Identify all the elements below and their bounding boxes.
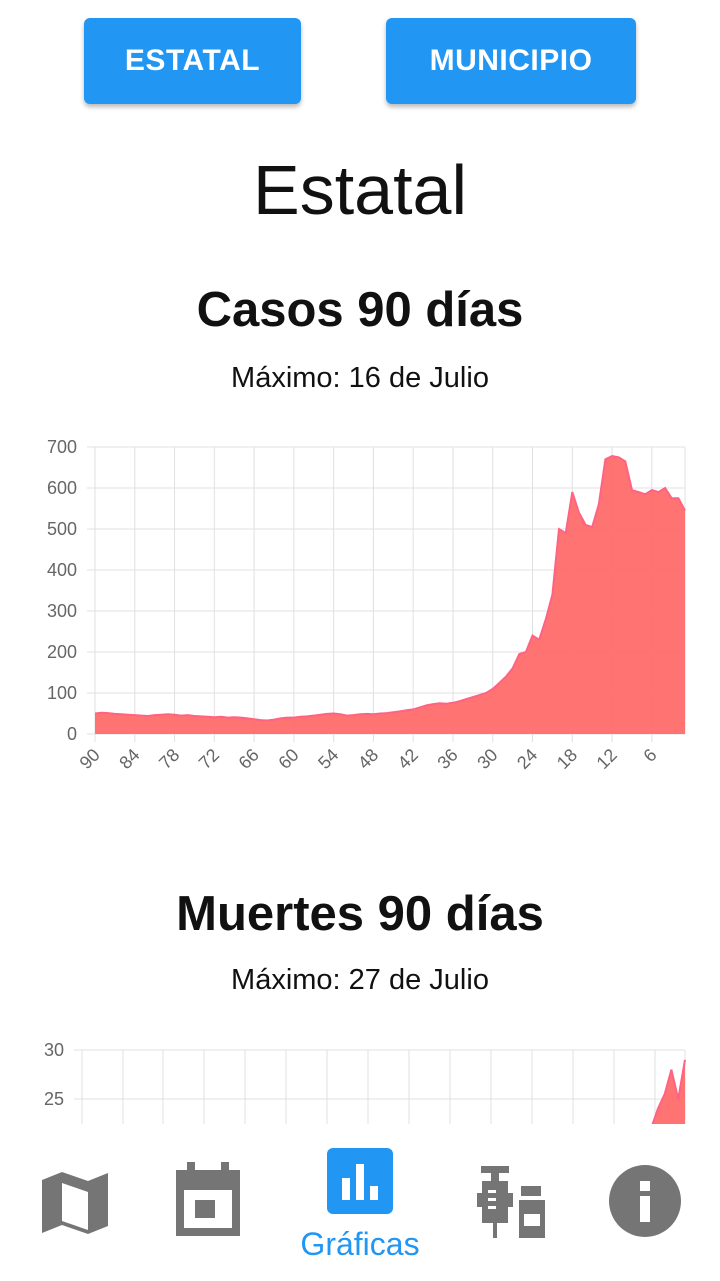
y-tick-label: 700 (47, 437, 77, 457)
x-tick-label: 72 (195, 745, 223, 773)
cases-line (94, 454, 686, 722)
y-tick-label: 25 (44, 1089, 64, 1109)
vaccine-icon (477, 1166, 545, 1238)
x-tick-label: 84 (115, 745, 143, 773)
x-tick-label: 42 (394, 745, 422, 773)
x-tick-label: 78 (155, 745, 183, 773)
x-tick-label: 24 (513, 745, 541, 773)
deaths-chart: 25 30 (44, 1040, 686, 1124)
x-tick-label: 90 (76, 745, 104, 773)
y-tick-label: 300 (47, 601, 77, 621)
nav-item-calendar[interactable] (165, 1124, 255, 1281)
cases-chart: 90 84 78 72 66 60 54 48 42 36 30 24 18 12 601002003004… (47, 437, 686, 773)
y-tick-label: 200 (47, 642, 77, 662)
x-tick-label: 6 (639, 745, 660, 766)
x-tick-label: 66 (235, 745, 263, 773)
y-tick-label: 0 (67, 724, 77, 744)
nav-label-charts: Gráficas (300, 1226, 420, 1262)
page-title: Estatal (253, 151, 467, 229)
deaths-chart-title: Muertes 90 días (176, 887, 544, 941)
estatal-button[interactable]: ESTATAL (84, 18, 301, 104)
y-tick-label: 100 (47, 683, 77, 703)
cases-chart-subtitle: Máximo: 16 de Julio (231, 362, 489, 394)
cases-area (95, 456, 685, 734)
nav-item-info[interactable] (600, 1124, 690, 1281)
municipio-button[interactable]: MUNICIPIO (386, 18, 636, 104)
nav-item-map[interactable] (30, 1124, 120, 1281)
y-tick-label: 30 (44, 1040, 64, 1060)
nav-item-charts[interactable]: Gráficas (280, 1124, 440, 1281)
x-tick-label: 54 (314, 745, 342, 773)
calendar-icon (176, 1162, 240, 1236)
deaths-line (651, 1059, 686, 1124)
x-tick-label: 30 (473, 745, 501, 773)
y-tick-label: 600 (47, 478, 77, 498)
nav-item-vaccines[interactable] (470, 1124, 560, 1281)
bottom-navigation: Gráficas (0, 1124, 720, 1281)
x-tick-label: 18 (553, 745, 581, 773)
x-tick-label: 60 (274, 745, 302, 773)
map-icon (42, 1172, 108, 1234)
info-icon (609, 1165, 681, 1237)
y-tick-label: 400 (47, 560, 77, 580)
x-tick-label: 12 (593, 745, 621, 773)
x-tick-label: 48 (354, 745, 382, 773)
deaths-area (651, 1059, 685, 1124)
deaths-chart-subtitle: Máximo: 27 de Julio (231, 964, 489, 996)
cases-chart-title: Casos 90 días (196, 283, 524, 337)
y-tick-label: 500 (47, 519, 77, 539)
bar-chart-icon (327, 1148, 393, 1214)
x-tick-label: 36 (433, 745, 461, 773)
